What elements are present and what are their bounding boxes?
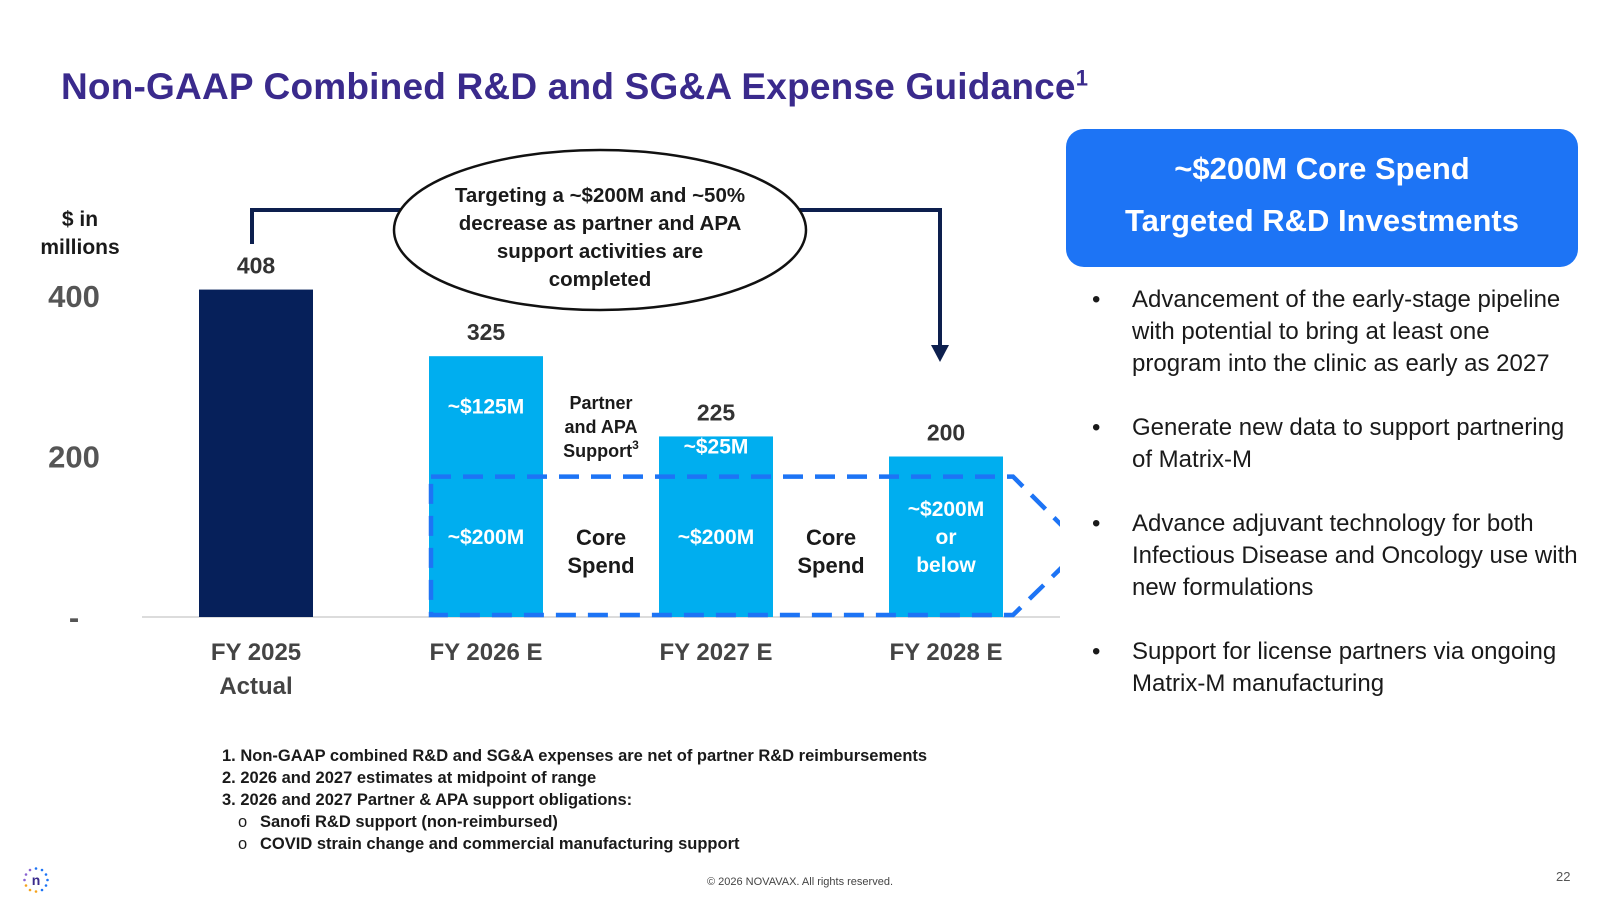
core-spend-dashed-outline bbox=[428, 474, 1060, 618]
bar-actual bbox=[199, 289, 313, 617]
subitem-text: COVID strain change and commercial manuf… bbox=[260, 835, 740, 853]
bullet-item: • Advancement of the early-stage pipeline… bbox=[1088, 284, 1578, 380]
bullet-marker: • bbox=[1092, 510, 1101, 537]
panel-heading-line-2: Targeted R&D Investments bbox=[1125, 203, 1519, 238]
slide-title: Non-GAAP Combined R&D and SG&A Expense G… bbox=[61, 66, 1088, 108]
gap-label: and APA bbox=[564, 417, 637, 437]
bullet-marker: • bbox=[1092, 286, 1101, 313]
slide-title-text: Non-GAAP Combined R&D and SG&A Expense G… bbox=[61, 66, 1076, 107]
category-label: Actual bbox=[219, 673, 292, 700]
bar-estimate bbox=[889, 456, 1003, 617]
subitem-text: Sanofi R&D support (non-reimbursed) bbox=[260, 813, 558, 831]
footnote-1: 1. Non-GAAP combined R&D and SG&A expens… bbox=[222, 747, 928, 765]
bullet-text: Generate new data to support partnering … bbox=[1132, 414, 1565, 473]
decrease-arrow-head bbox=[931, 345, 949, 362]
callout-ellipse bbox=[392, 148, 808, 312]
unit-label-line-1: $ in bbox=[61, 208, 99, 231]
bullet-text: Advancement of the early-stage pipeline … bbox=[1132, 286, 1561, 377]
investment-bullet-list: • Advancement of the early-stage pipeline… bbox=[1088, 284, 1578, 732]
gap-label: Spend bbox=[567, 553, 634, 578]
callout-text: support activities are bbox=[497, 240, 703, 263]
title-footnote-marker: 1 bbox=[1075, 65, 1089, 91]
segment-label: ~$25M bbox=[684, 435, 749, 458]
y-tick-label: 200 bbox=[48, 440, 100, 475]
subitem-marker: o bbox=[238, 813, 248, 831]
bullet-text: Advance adjuvant technology for both Inf… bbox=[1132, 510, 1578, 601]
bar-estimate bbox=[429, 356, 543, 617]
bullet-item: • Support for license partners via ongoin… bbox=[1088, 636, 1578, 700]
footnote-subitem: o COVID strain change and commercial manu… bbox=[222, 833, 927, 855]
category-label: FY 2028 E bbox=[890, 639, 1003, 666]
bullet-marker: • bbox=[1092, 414, 1101, 441]
bar-total-label: 408 bbox=[237, 253, 276, 279]
gap-label: Spend bbox=[797, 553, 864, 578]
segment-label: ~$200M bbox=[448, 526, 524, 549]
core-spend-panel-heading: ~$200M Core Spend Targeted R&D Investmen… bbox=[1066, 129, 1578, 267]
gap-label: Partner bbox=[569, 393, 632, 413]
callout-text: completed bbox=[549, 268, 652, 291]
footnote-2: 2. 2026 and 2027 estimates at midpoint o… bbox=[222, 769, 597, 787]
logo-letter: n bbox=[32, 872, 41, 888]
y-axis-unit-label: $ in millions bbox=[30, 206, 130, 262]
bar-estimate bbox=[659, 436, 773, 617]
segment-label: ~$200M bbox=[678, 526, 754, 549]
footnotes: 1. Non-GAAP combined R&D and SG&A expens… bbox=[222, 745, 927, 855]
callout-text: Targeting a ~$200M and ~50% bbox=[455, 184, 745, 207]
page-number: 22 bbox=[1556, 869, 1571, 884]
copyright-text: © 2026 NOVAVAX. All rights reserved. bbox=[706, 876, 894, 888]
bullet-text: Support for license partners via ongoing… bbox=[1132, 638, 1557, 697]
footnote-subitem: o Sanofi R&D support (non-reimbursed) bbox=[222, 811, 927, 833]
bar-total-label: 225 bbox=[697, 399, 736, 425]
bar-total-label: 200 bbox=[927, 420, 965, 446]
category-label: FY 2025 bbox=[211, 639, 301, 666]
y-tick-label: 400 bbox=[48, 279, 100, 314]
subitem-marker: o bbox=[238, 835, 248, 853]
gap-label: Core bbox=[806, 525, 856, 550]
gap-label: Core bbox=[576, 525, 626, 550]
callout-text: decrease as partner and APA bbox=[459, 212, 742, 235]
unit-label-line-2: millions bbox=[40, 236, 120, 259]
bullet-item: • Generate new data to support partnering… bbox=[1088, 412, 1578, 476]
gap-label-footnote-marker: 3 bbox=[632, 438, 639, 452]
category-label: FY 2026 E bbox=[430, 639, 543, 666]
category-label: FY 2027 E bbox=[660, 639, 773, 666]
gap-label: Support3 bbox=[563, 438, 639, 461]
segment-label: or bbox=[936, 526, 957, 549]
novavax-logo-icon: n bbox=[23, 867, 49, 893]
segment-label: ~$125M bbox=[448, 395, 524, 418]
footnote-3: 3. 2026 and 2027 Partner & APA support o… bbox=[222, 791, 633, 809]
bullet-marker: • bbox=[1092, 638, 1101, 665]
segment-label: below bbox=[916, 554, 976, 577]
bullet-item: • Advance adjuvant technology for both In… bbox=[1088, 508, 1578, 604]
panel-heading-line-1: ~$200M Core Spend bbox=[1174, 151, 1470, 186]
expense-bar-chart: - 200 400 408 FY 2025 Actual 325 FY 2026 E ~$200… bbox=[48, 148, 1060, 700]
segment-label: ~$200M bbox=[908, 498, 984, 521]
y-tick-label: - bbox=[69, 600, 79, 635]
bar-total-label: 325 bbox=[467, 319, 506, 345]
